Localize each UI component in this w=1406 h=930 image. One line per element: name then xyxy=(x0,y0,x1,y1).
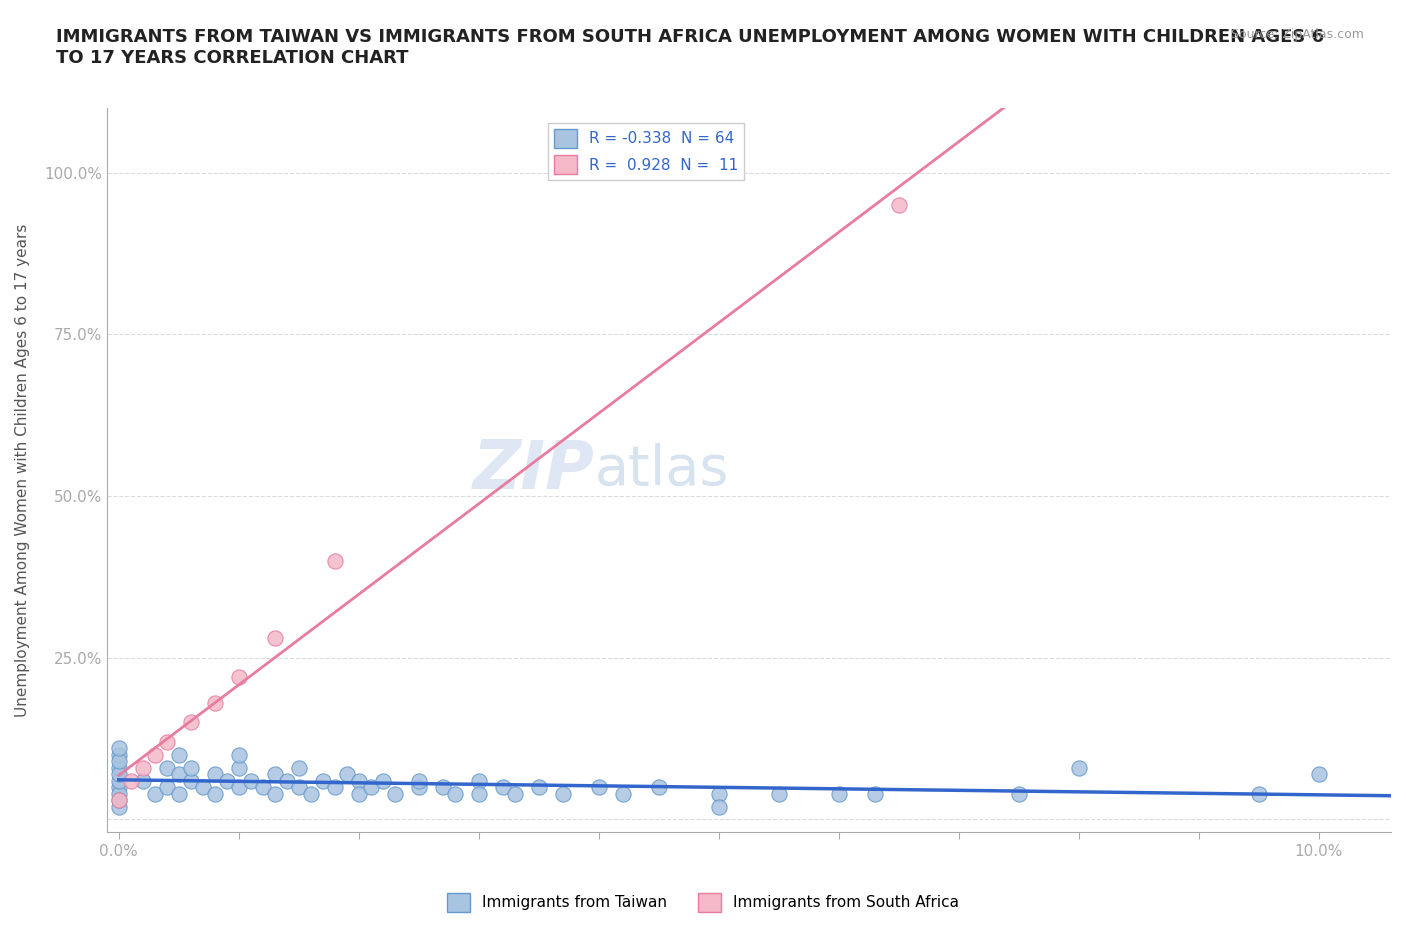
Point xyxy=(443,786,465,801)
Point xyxy=(107,748,129,763)
Point xyxy=(276,773,298,788)
Point xyxy=(468,786,491,801)
Point xyxy=(323,553,346,568)
Point xyxy=(215,773,238,788)
Point xyxy=(143,748,166,763)
Point xyxy=(707,799,730,814)
Point xyxy=(156,761,179,776)
Point xyxy=(132,773,155,788)
Point xyxy=(107,792,129,807)
Point xyxy=(347,786,370,801)
Point xyxy=(323,779,346,794)
Point xyxy=(263,631,285,645)
Text: IMMIGRANTS FROM TAIWAN VS IMMIGRANTS FROM SOUTH AFRICA UNEMPLOYMENT AMONG WOMEN : IMMIGRANTS FROM TAIWAN VS IMMIGRANTS FRO… xyxy=(56,28,1324,67)
Point xyxy=(492,779,515,794)
Point xyxy=(167,766,190,781)
Point xyxy=(107,741,129,756)
Point xyxy=(204,696,226,711)
Point xyxy=(107,773,129,788)
Point xyxy=(288,779,311,794)
Point xyxy=(1008,786,1031,801)
Point xyxy=(107,761,129,776)
Point xyxy=(707,786,730,801)
Point xyxy=(551,786,574,801)
Point xyxy=(263,786,285,801)
Point xyxy=(347,773,370,788)
Point xyxy=(191,779,214,794)
Point xyxy=(107,754,129,769)
Point xyxy=(107,792,129,807)
Point xyxy=(167,786,190,801)
Point xyxy=(336,766,359,781)
Point xyxy=(299,786,322,801)
Point xyxy=(288,761,311,776)
Point xyxy=(228,670,250,684)
Point xyxy=(228,761,250,776)
Point xyxy=(527,779,550,794)
Point xyxy=(408,779,430,794)
Point xyxy=(204,786,226,801)
Point xyxy=(312,773,335,788)
Point xyxy=(156,779,179,794)
Point xyxy=(252,779,274,794)
Point xyxy=(648,779,671,794)
Point xyxy=(263,766,285,781)
Point xyxy=(107,779,129,794)
Point xyxy=(503,786,526,801)
Point xyxy=(228,779,250,794)
Y-axis label: Unemployment Among Women with Children Ages 6 to 17 years: Unemployment Among Women with Children A… xyxy=(15,223,30,717)
Point xyxy=(768,786,790,801)
Point xyxy=(588,779,610,794)
Point xyxy=(612,786,634,801)
Point xyxy=(1067,761,1090,776)
Point xyxy=(239,773,262,788)
Point xyxy=(468,773,491,788)
Text: Source: ZipAtlas.com: Source: ZipAtlas.com xyxy=(1230,28,1364,41)
Point xyxy=(107,799,129,814)
Point xyxy=(828,786,851,801)
Point xyxy=(228,748,250,763)
Text: atlas: atlas xyxy=(595,444,730,498)
Point xyxy=(180,773,202,788)
Point xyxy=(360,779,382,794)
Point xyxy=(132,761,155,776)
Point xyxy=(371,773,394,788)
Point xyxy=(167,748,190,763)
Point xyxy=(204,766,226,781)
Text: ZIP: ZIP xyxy=(472,437,595,503)
Point xyxy=(180,761,202,776)
Point xyxy=(143,786,166,801)
Point xyxy=(408,773,430,788)
Legend: R = -0.338  N = 64, R =  0.928  N =  11: R = -0.338 N = 64, R = 0.928 N = 11 xyxy=(548,123,744,180)
Point xyxy=(887,197,910,212)
Point xyxy=(863,786,886,801)
Point xyxy=(1308,766,1330,781)
Point xyxy=(180,715,202,730)
Point xyxy=(120,773,142,788)
Point xyxy=(156,735,179,750)
Point xyxy=(384,786,406,801)
Point xyxy=(107,766,129,781)
Legend: Immigrants from Taiwan, Immigrants from South Africa: Immigrants from Taiwan, Immigrants from … xyxy=(441,887,965,918)
Point xyxy=(432,779,454,794)
Point xyxy=(107,786,129,801)
Point xyxy=(1247,786,1270,801)
